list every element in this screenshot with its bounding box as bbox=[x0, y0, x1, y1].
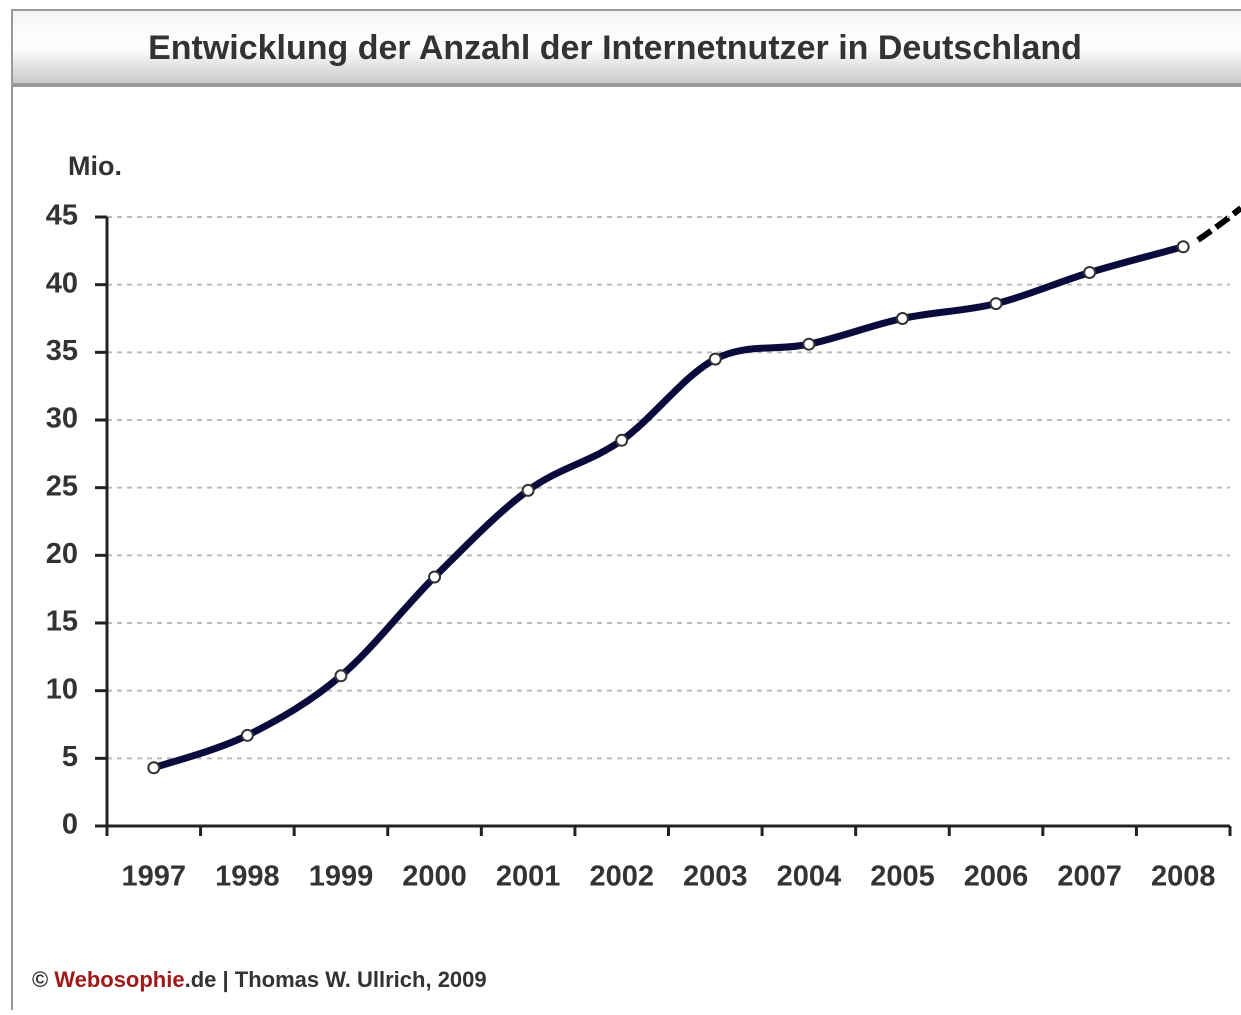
y-tick-label: 10 bbox=[46, 673, 78, 705]
data-point bbox=[521, 483, 535, 497]
y-tick-label: 40 bbox=[46, 267, 78, 299]
y-tick-label: 20 bbox=[46, 538, 78, 570]
data-point bbox=[1083, 265, 1097, 279]
copyright: © bbox=[32, 967, 48, 992]
data-point bbox=[147, 761, 161, 775]
x-tick-label: 2005 bbox=[870, 861, 935, 893]
data-point bbox=[708, 352, 722, 366]
data-point bbox=[1176, 240, 1190, 254]
x-tick-label: 2002 bbox=[589, 861, 654, 893]
x-tick-label: 2001 bbox=[496, 861, 561, 893]
x-tick-label: 2007 bbox=[1057, 861, 1122, 893]
y-tick-label: 0 bbox=[62, 809, 78, 841]
data-point bbox=[802, 337, 816, 351]
y-axis-label: Mio. bbox=[68, 151, 122, 181]
data-point bbox=[615, 433, 629, 447]
x-tick-label: 2003 bbox=[683, 861, 748, 893]
x-tick-label: 1998 bbox=[215, 861, 280, 893]
data-point bbox=[334, 669, 348, 683]
chart-frame bbox=[11, 85, 1241, 1015]
x-tick-label: 2008 bbox=[1151, 861, 1216, 893]
x-tick-label: 2004 bbox=[777, 861, 842, 893]
x-tick-label: 1997 bbox=[122, 861, 187, 893]
y-tick-label: 30 bbox=[46, 403, 78, 435]
line-extension bbox=[1196, 205, 1241, 243]
x-tick-label: 2000 bbox=[402, 861, 467, 893]
data-point bbox=[895, 312, 909, 325]
footer-text: .de | Thomas W. Ullrich, 2009 bbox=[185, 967, 487, 992]
y-tick-label: 5 bbox=[62, 741, 78, 773]
title-bar bbox=[11, 9, 1241, 85]
x-tick-label: 1999 bbox=[309, 861, 374, 893]
footer-link: Webosophie bbox=[54, 967, 184, 992]
data-point bbox=[989, 297, 1003, 311]
y-tick-label: 25 bbox=[46, 470, 78, 502]
y-tick-label: 15 bbox=[46, 606, 78, 638]
x-tick-label: 2006 bbox=[964, 861, 1029, 893]
data-point bbox=[428, 570, 442, 584]
y-tick-label: 35 bbox=[46, 335, 78, 367]
y-tick-label: 45 bbox=[46, 200, 78, 232]
data-point bbox=[240, 728, 254, 742]
chart-title: Entwicklung der Anzahl der Internetnutze… bbox=[148, 29, 1082, 67]
footer: © Webosophie.de | Thomas W. Ullrich, 2009 bbox=[32, 967, 487, 992]
